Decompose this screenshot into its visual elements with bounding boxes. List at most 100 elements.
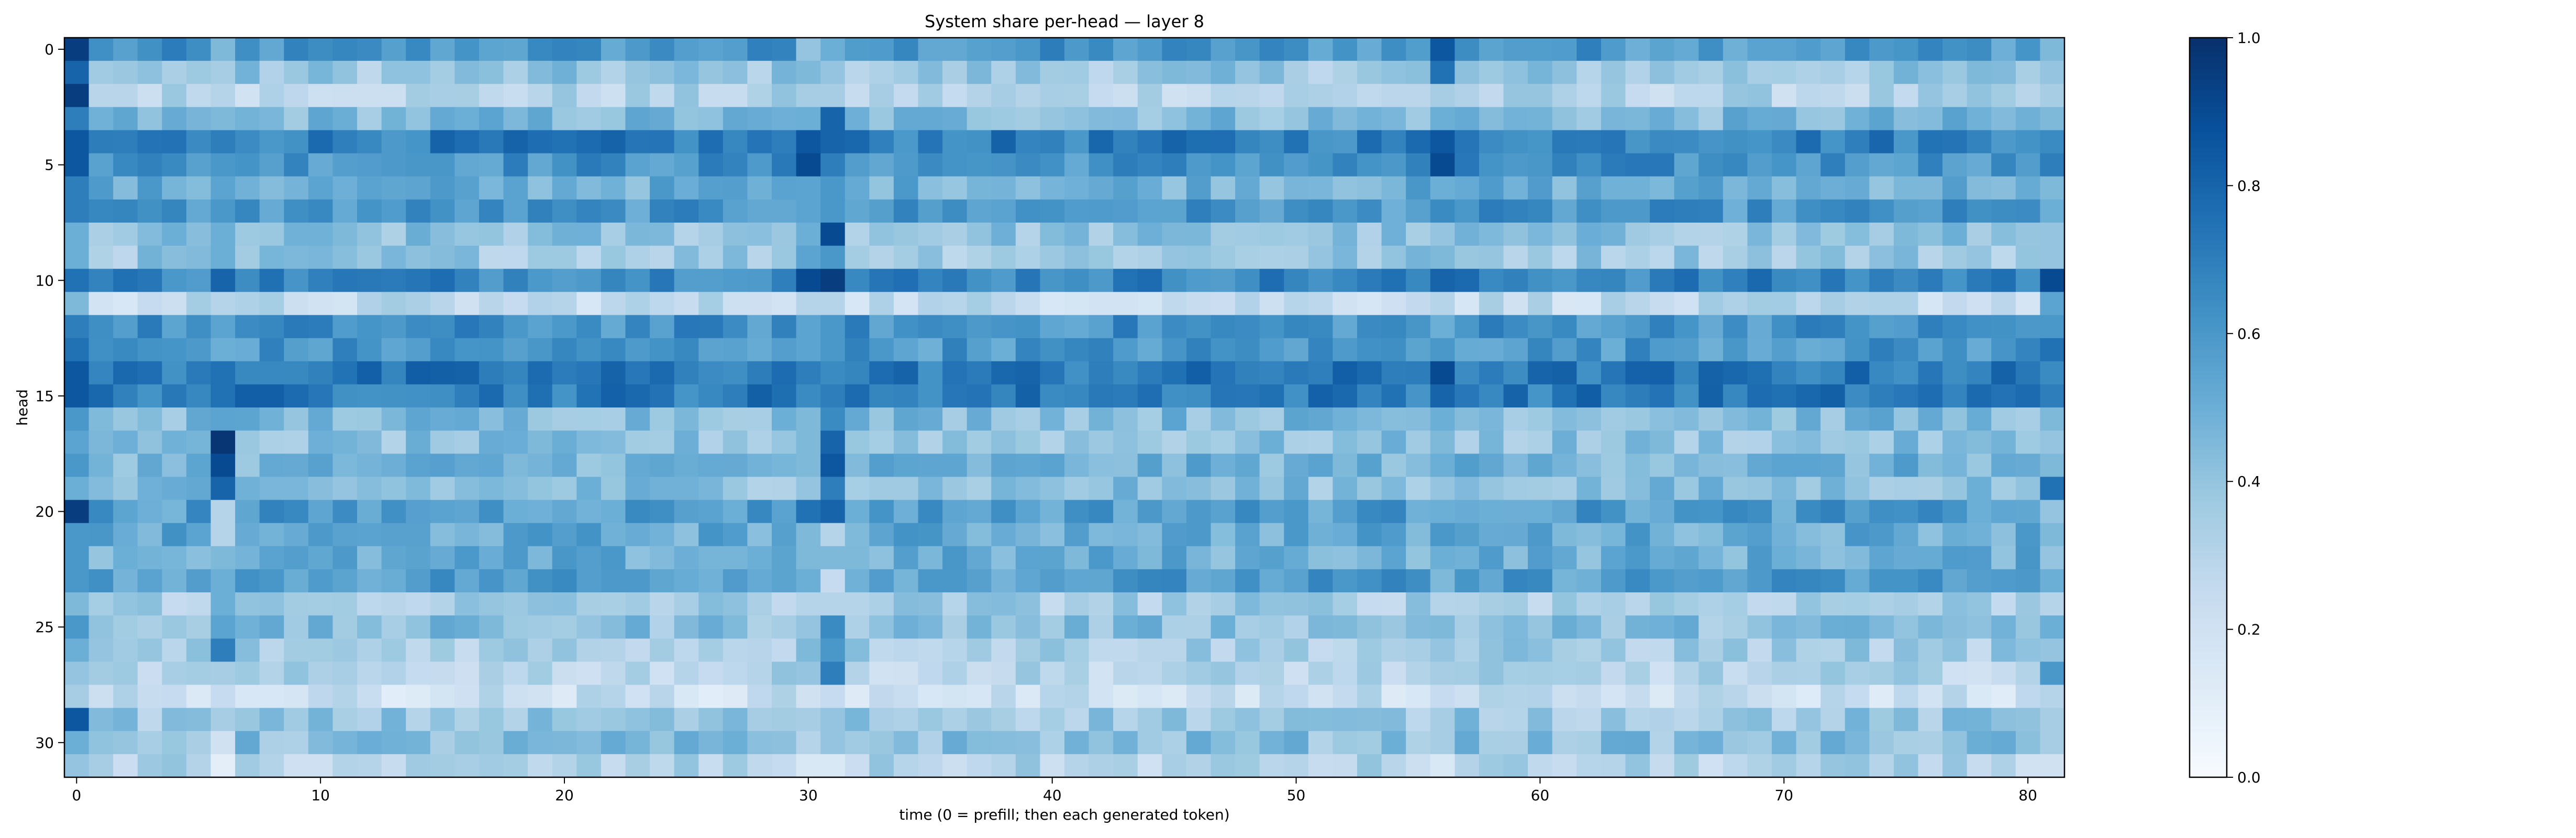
heatmap-cell bbox=[1113, 546, 1138, 570]
heatmap-cell bbox=[1674, 523, 1699, 547]
heatmap-cell bbox=[1625, 199, 1650, 223]
heatmap-cell bbox=[650, 592, 675, 616]
heatmap-cell bbox=[1479, 292, 1504, 316]
heatmap-cell bbox=[1308, 615, 1334, 639]
heatmap-cell bbox=[479, 223, 504, 246]
heatmap-cell bbox=[406, 384, 431, 408]
heatmap-cell bbox=[1576, 685, 1602, 709]
heatmap-cell bbox=[259, 246, 284, 269]
heatmap-cell bbox=[1113, 361, 1138, 385]
heatmap-cell bbox=[698, 638, 724, 662]
colorbar-axis: 0.00.20.40.60.81.0 bbox=[2227, 29, 2261, 786]
heatmap-cell bbox=[406, 38, 431, 61]
heatmap-cell bbox=[430, 176, 455, 200]
heatmap-cell bbox=[1674, 477, 1699, 501]
heatmap-cell bbox=[1430, 546, 1455, 570]
heatmap-cell bbox=[1211, 569, 1236, 593]
heatmap-cell bbox=[406, 61, 431, 84]
heatmap-cell bbox=[1747, 615, 1772, 639]
heatmap-cell bbox=[503, 246, 528, 269]
heatmap-cell bbox=[893, 199, 919, 223]
heatmap-cell bbox=[1162, 61, 1187, 84]
heatmap-cell bbox=[1113, 199, 1138, 223]
heatmap-cell bbox=[454, 638, 480, 662]
heatmap-cell bbox=[893, 638, 919, 662]
heatmap-cell bbox=[2040, 477, 2065, 501]
heatmap-cell bbox=[528, 61, 553, 84]
heatmap-cell bbox=[162, 500, 187, 524]
heatmap-cell bbox=[1845, 361, 1870, 385]
heatmap-cell bbox=[796, 407, 821, 431]
heatmap-cell bbox=[259, 546, 284, 570]
heatmap-cell bbox=[1674, 246, 1699, 269]
heatmap-cell bbox=[1381, 269, 1406, 292]
heatmap-cell bbox=[1503, 708, 1528, 732]
heatmap-cell bbox=[1698, 107, 1724, 131]
heatmap-cell bbox=[942, 199, 968, 223]
heatmap-cell bbox=[893, 246, 919, 269]
heatmap-cell bbox=[235, 708, 260, 732]
y-tick-label: 0 bbox=[45, 41, 54, 58]
plot-frame bbox=[63, 37, 2066, 778]
heatmap-cell bbox=[820, 361, 846, 385]
heatmap-cell bbox=[1650, 246, 1675, 269]
heatmap-cell bbox=[601, 107, 626, 131]
heatmap-cell bbox=[1284, 477, 1309, 501]
heatmap-cell bbox=[1967, 731, 1992, 755]
heatmap-cell bbox=[1357, 638, 1382, 662]
heatmap-cell bbox=[1796, 292, 1821, 316]
heatmap-cell bbox=[1040, 38, 1065, 61]
heatmap-cell bbox=[1089, 685, 1114, 709]
heatmap-cell bbox=[747, 685, 772, 709]
heatmap-cell bbox=[1698, 223, 1724, 246]
heatmap-cell bbox=[625, 292, 650, 316]
heatmap-cell bbox=[1186, 615, 1212, 639]
heatmap-cell bbox=[1503, 176, 1528, 200]
heatmap-cell bbox=[1186, 685, 1212, 709]
heatmap-cell bbox=[967, 199, 992, 223]
heatmap-cell bbox=[820, 176, 846, 200]
heatmap-cell bbox=[845, 454, 870, 477]
heatmap-cell bbox=[503, 569, 528, 593]
heatmap-cell bbox=[1406, 38, 1431, 61]
heatmap-cell bbox=[332, 615, 358, 639]
heatmap-cell bbox=[235, 269, 260, 292]
heatmap-cell bbox=[1479, 454, 1504, 477]
heatmap-cell bbox=[332, 754, 358, 778]
heatmap-cell bbox=[479, 523, 504, 547]
heatmap-cell bbox=[1528, 384, 1553, 408]
heatmap-cell bbox=[186, 754, 212, 778]
heatmap-cell bbox=[967, 361, 992, 385]
heatmap-cell bbox=[2015, 638, 2041, 662]
heatmap-cell bbox=[1040, 477, 1065, 501]
heatmap-cell bbox=[1284, 685, 1309, 709]
heatmap-cell bbox=[1601, 38, 1626, 61]
heatmap-cell bbox=[1698, 754, 1724, 778]
heatmap-cell bbox=[698, 315, 724, 339]
heatmap-cell bbox=[1601, 546, 1626, 570]
heatmap-cell bbox=[1333, 546, 1358, 570]
heatmap-cell bbox=[88, 708, 114, 732]
heatmap-cell bbox=[1845, 754, 1870, 778]
heatmap-cell bbox=[332, 685, 358, 709]
heatmap-cell bbox=[1991, 246, 2016, 269]
heatmap-cell bbox=[2040, 708, 2065, 732]
heatmap-cell bbox=[1723, 269, 1748, 292]
heatmap-cell bbox=[186, 61, 212, 84]
heatmap-cell bbox=[284, 731, 309, 755]
heatmap-cell bbox=[454, 523, 480, 547]
heatmap-cell bbox=[235, 569, 260, 593]
heatmap-cell bbox=[1284, 130, 1309, 154]
heatmap-cell bbox=[552, 292, 577, 316]
heatmap-cell bbox=[1162, 269, 1187, 292]
heatmap-cell bbox=[1723, 731, 1748, 755]
heatmap-cell bbox=[88, 269, 114, 292]
heatmap-cell bbox=[1991, 292, 2016, 316]
heatmap-cell bbox=[528, 315, 553, 339]
heatmap-cell bbox=[1259, 315, 1284, 339]
heatmap-cell bbox=[1284, 708, 1309, 732]
heatmap-cell bbox=[2015, 615, 2041, 639]
heatmap-cell bbox=[1089, 38, 1114, 61]
heatmap-cell bbox=[1015, 361, 1041, 385]
heatmap-cell bbox=[1893, 731, 1919, 755]
